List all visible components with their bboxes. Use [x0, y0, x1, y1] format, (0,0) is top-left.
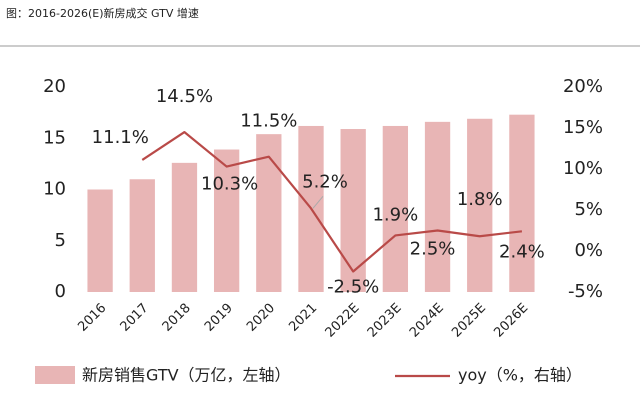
data-label: 1.8%	[457, 189, 503, 210]
data-label: 10.3%	[201, 174, 258, 195]
bar	[87, 189, 113, 292]
x-tick-label: 2025E	[449, 301, 489, 341]
x-tick-label: 2020	[244, 301, 278, 335]
legend-swatch	[35, 366, 75, 384]
bar	[467, 118, 493, 293]
x-tick-label: 2018	[160, 301, 194, 335]
x-tick-label: 2019	[202, 301, 236, 335]
legend-label: yoy（%，右轴）	[458, 366, 582, 385]
data-label: 14.5%	[156, 86, 213, 107]
x-tick-label: 2026E	[491, 301, 531, 341]
y-tick-label: 5	[55, 230, 66, 251]
y2-tick-label: 5%	[574, 199, 603, 220]
bar	[424, 121, 451, 292]
data-label: 5.2%	[302, 171, 348, 192]
y-tick-label: 20	[43, 76, 66, 97]
leader-line	[312, 196, 324, 209]
data-label: 11.1%	[92, 127, 149, 148]
x-tick-label: 2021	[286, 301, 320, 335]
y2-tick-label: 0%	[574, 240, 603, 261]
y2-tick-label: 15%	[563, 117, 603, 138]
line	[141, 131, 523, 273]
y-tick-label: 0	[55, 281, 66, 302]
x-tick-label: 2023E	[365, 301, 405, 341]
legend-label: 新房销售GTV（万亿，左轴）	[82, 366, 291, 385]
data-label: 2.5%	[410, 239, 456, 260]
y2-tick-label: -5%	[568, 281, 603, 302]
x-tick-label: 2016	[75, 301, 109, 335]
x-tick-label: 2024E	[407, 301, 447, 341]
chart-title: 图：2016-2026(E)新房成交 GTV 增速	[6, 6, 199, 20]
data-label: 11.5%	[240, 111, 297, 132]
bar	[509, 114, 535, 292]
y2-tick-label: 10%	[563, 158, 603, 179]
x-tick-label: 2017	[118, 301, 152, 335]
x-tick-label: 2022E	[323, 301, 363, 341]
bar	[256, 134, 282, 292]
bar	[129, 179, 155, 292]
data-label: 1.9%	[372, 204, 418, 225]
y-tick-label: 10	[43, 179, 66, 200]
y2-tick-label: 20%	[563, 76, 603, 97]
bar	[382, 125, 409, 292]
data-label: 2.4%	[499, 241, 545, 262]
bar	[340, 129, 366, 292]
data-label: -2.5%	[327, 277, 379, 298]
y-tick-label: 15	[43, 127, 66, 148]
bar	[213, 149, 240, 292]
bar	[171, 162, 198, 292]
